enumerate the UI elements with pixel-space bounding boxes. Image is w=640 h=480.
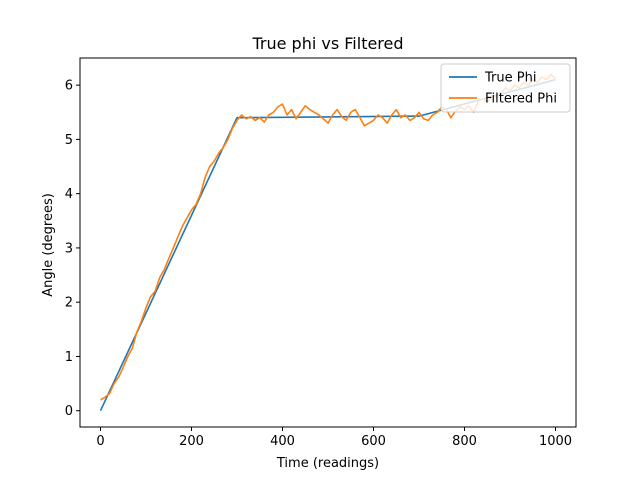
x-tick-label: 1000	[539, 434, 572, 449]
x-tick-label: 0	[96, 434, 104, 449]
y-tick-label: 1	[65, 350, 73, 365]
legend-entry: True Phi	[484, 71, 536, 86]
axes-frame	[79, 57, 577, 428]
x-tick-label: 600	[361, 434, 386, 449]
x-tick-label: 800	[452, 434, 477, 449]
y-tick-label: 2	[65, 296, 73, 311]
x-axis-label: Time (readings)	[276, 456, 379, 471]
legend-box	[440, 63, 571, 113]
y-tick-label: 0	[65, 404, 73, 419]
plot-area: 0 200 400 600 800 1000 0 1 2 3 4 5 6 True Phi Filtered…	[65, 57, 577, 449]
y-tick-label: 5	[65, 133, 73, 148]
legend-entry: Filtered Phi	[485, 92, 557, 107]
y-axis-label: Angle (degrees)	[41, 193, 56, 297]
y-tick-label: 4	[65, 187, 73, 202]
x-tick-label: 200	[179, 434, 204, 449]
x-tick-label: 400	[270, 434, 295, 449]
y-tick-label: 6	[65, 79, 73, 94]
chart-title: True phi vs Filtered	[251, 34, 403, 53]
y-tick-label: 3	[65, 241, 73, 256]
